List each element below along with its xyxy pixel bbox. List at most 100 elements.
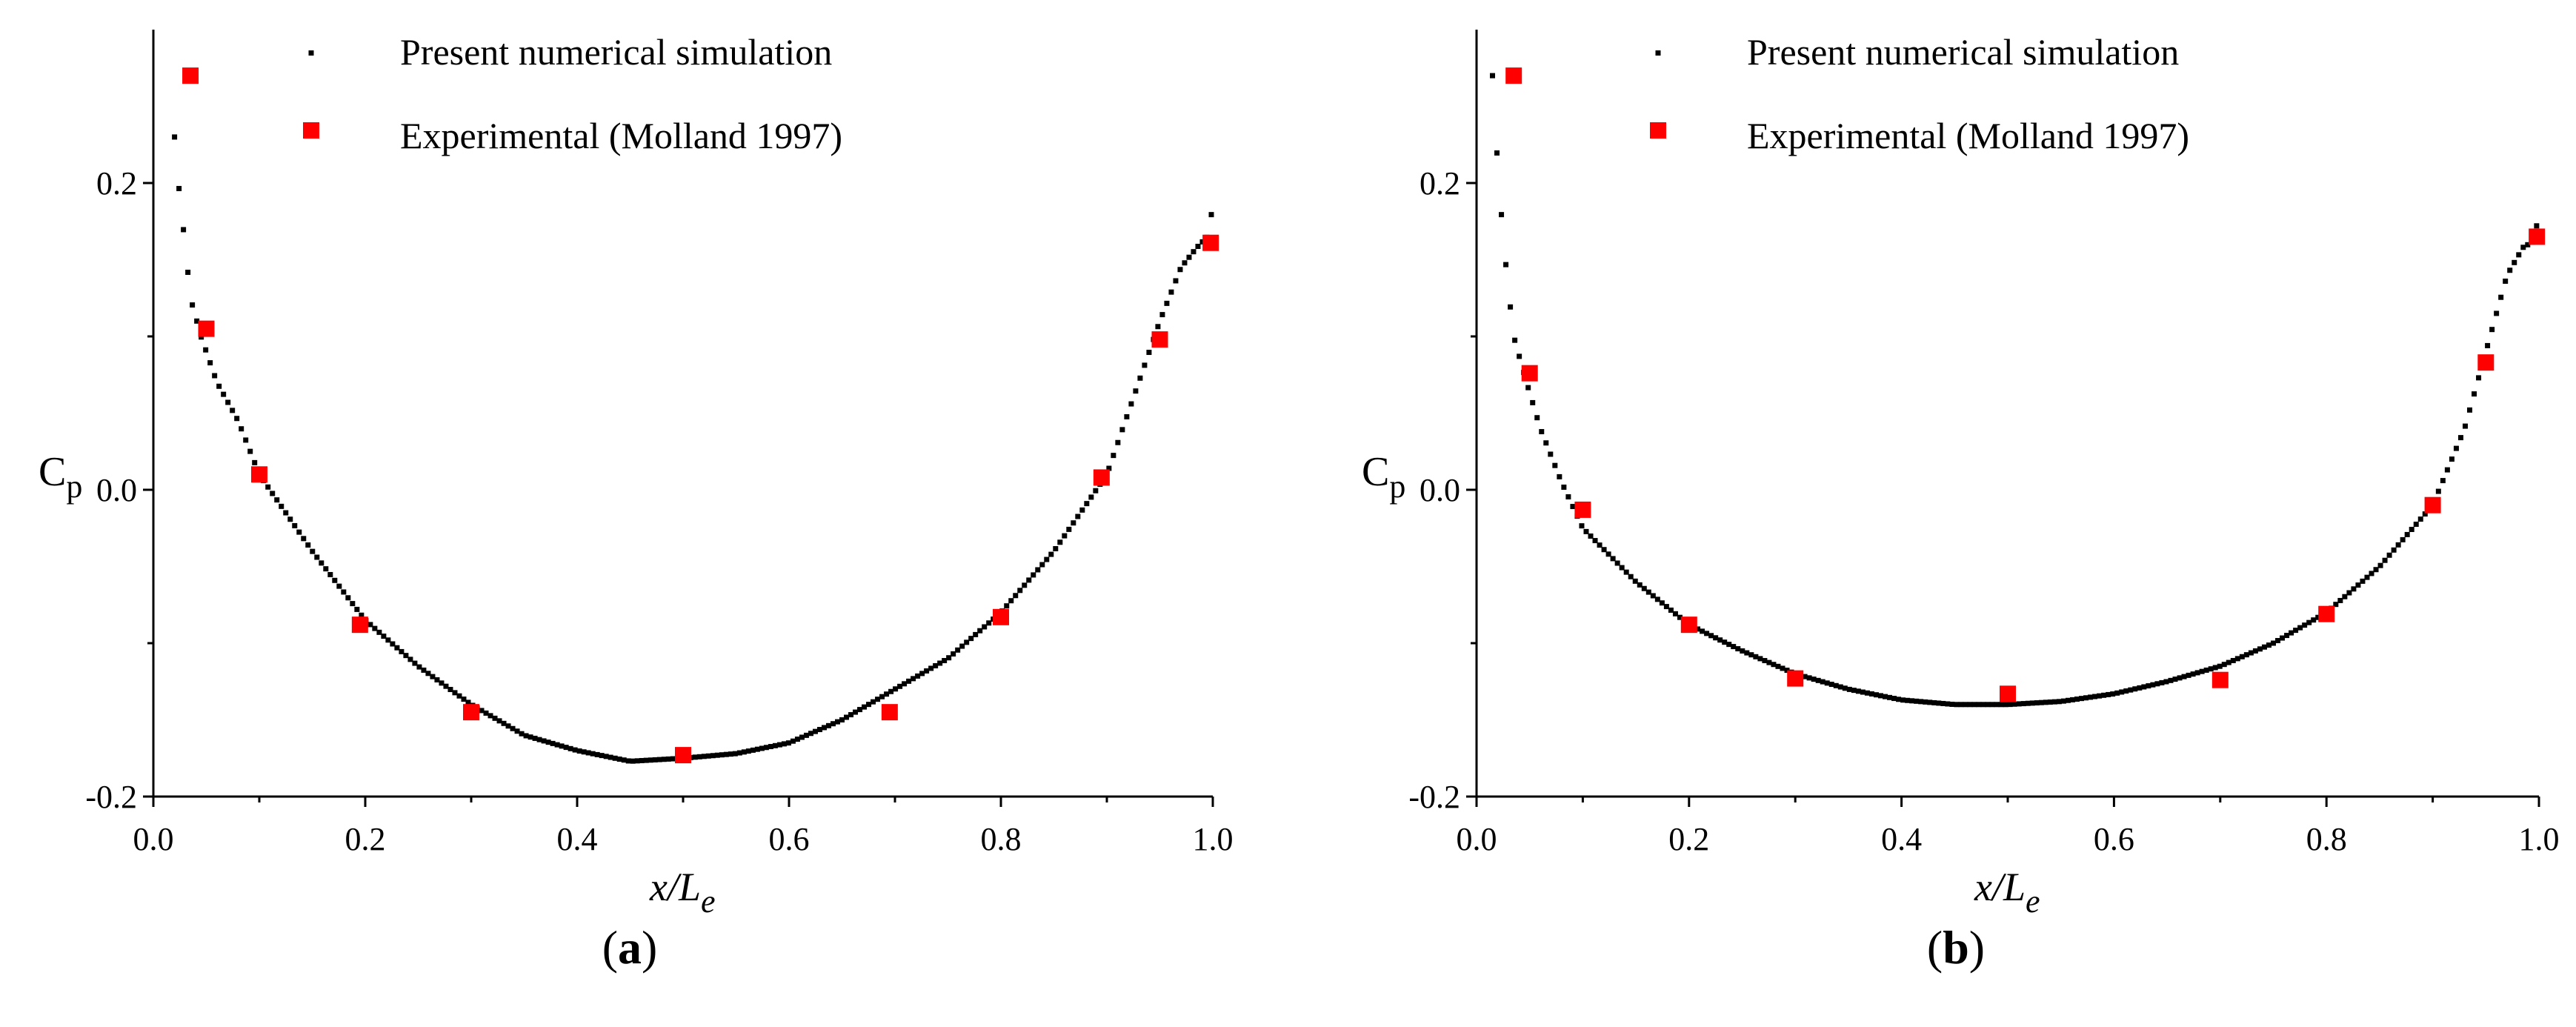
numerical-point — [1534, 415, 1540, 421]
numerical-point — [532, 735, 538, 741]
numerical-point — [2386, 552, 2392, 558]
numerical-point — [696, 754, 702, 760]
numerical-point — [265, 484, 271, 490]
numerical-point — [2453, 445, 2459, 451]
numerical-point — [301, 536, 307, 542]
x-tick-label: 0.8 — [981, 821, 1022, 857]
numerical-point — [1855, 688, 1861, 694]
numerical-point — [1605, 551, 1611, 557]
numerical-point — [862, 704, 868, 710]
numerical-point — [603, 754, 609, 760]
numerical-point — [2457, 435, 2463, 441]
numerical-point — [2181, 674, 2187, 679]
numerical-point — [714, 752, 720, 758]
numerical-point — [982, 624, 988, 630]
numerical-point — [2297, 625, 2303, 631]
numerical-point — [2194, 670, 2200, 676]
numerical-point — [461, 697, 467, 702]
panel-label: (a) — [602, 921, 658, 974]
numerical-point — [986, 620, 992, 626]
numerical-point — [1877, 693, 1883, 699]
numerical-point — [670, 756, 676, 762]
numerical-point — [1735, 646, 1741, 652]
numerical-point — [1802, 674, 1808, 679]
numerical-point — [341, 589, 347, 595]
numerical-point — [385, 637, 391, 643]
panel-label-letter: b — [1943, 921, 1969, 974]
numerical-point — [1146, 350, 1152, 356]
numerical-point — [2106, 691, 2111, 697]
x-tick-label: 0.6 — [769, 821, 810, 857]
numerical-point — [2377, 562, 2383, 568]
numerical-point — [906, 678, 912, 684]
numerical-point — [1820, 679, 1826, 685]
numerical-point — [305, 542, 311, 548]
numerical-point — [1623, 569, 1629, 575]
numerical-point — [416, 664, 422, 670]
numerical-point — [1022, 582, 1028, 588]
numerical-point — [2226, 659, 2231, 665]
numerical-point — [176, 185, 182, 191]
numerical-point — [1771, 662, 1777, 668]
numerical-point — [2525, 242, 2531, 247]
numerical-point — [2137, 685, 2143, 691]
numerical-point — [1031, 572, 1036, 578]
numerical-point — [1842, 685, 1848, 691]
numerical-point — [1133, 388, 1139, 394]
numerical-point — [1775, 663, 1781, 669]
numerical-point — [483, 710, 489, 716]
numerical-point — [1124, 413, 1130, 419]
numerical-point — [888, 688, 894, 694]
numerical-point — [2360, 578, 2366, 584]
experimental-point — [1521, 365, 1538, 382]
numerical-point — [1811, 677, 1817, 682]
y-axis-label-sub: p — [66, 468, 82, 505]
numerical-point — [2261, 644, 2267, 650]
numerical-point — [745, 748, 751, 754]
legend-label-numerical: Present numerical simulation — [1747, 31, 2179, 73]
numerical-point — [1588, 533, 1594, 539]
numerical-point — [630, 758, 636, 764]
numerical-point — [2275, 638, 2281, 644]
numerical-point — [519, 731, 525, 737]
numerical-point — [1695, 626, 1701, 632]
numerical-point — [812, 728, 818, 734]
numerical-point — [594, 751, 600, 757]
numerical-point — [1565, 494, 1571, 500]
numerical-point — [2234, 656, 2240, 662]
numerical-point — [634, 758, 640, 764]
numerical-point — [1557, 473, 1562, 479]
numerical-point — [465, 699, 471, 705]
numerical-point — [1654, 596, 1660, 602]
numerical-point — [1088, 494, 1094, 500]
experimental-point — [1680, 616, 1697, 634]
y-axis-label-sub: p — [1389, 468, 1405, 505]
numerical-point — [1512, 337, 1518, 343]
numerical-point — [728, 751, 733, 757]
numerical-point — [359, 612, 365, 618]
legend-label-numerical: Present numerical simulation — [400, 31, 832, 73]
x-tick-label: 0.8 — [2306, 821, 2347, 857]
numerical-point — [199, 334, 204, 340]
numerical-point — [1062, 533, 1068, 539]
numerical-point — [924, 668, 930, 674]
numerical-point — [2038, 699, 2044, 705]
numerical-point — [2190, 671, 2196, 677]
numerical-point — [1039, 562, 1045, 568]
numerical-point — [1628, 574, 1634, 579]
numerical-point — [2485, 342, 2491, 348]
numerical-point — [1601, 547, 1607, 553]
numerical-point — [2056, 699, 2062, 705]
numerical-point — [2154, 681, 2160, 687]
y-tick-label: 0.0 — [1420, 472, 1460, 508]
numerical-point — [550, 740, 556, 746]
numerical-point — [2203, 667, 2209, 673]
y-axis-label-main: C — [1362, 449, 1389, 495]
numerical-point — [1570, 504, 1576, 510]
numerical-point — [2186, 672, 2191, 678]
numerical-point — [1918, 699, 1924, 705]
x-axis-label-sub: e — [701, 883, 716, 920]
numerical-point — [212, 373, 218, 379]
numerical-point — [2449, 456, 2454, 462]
numerical-point — [2503, 278, 2509, 284]
